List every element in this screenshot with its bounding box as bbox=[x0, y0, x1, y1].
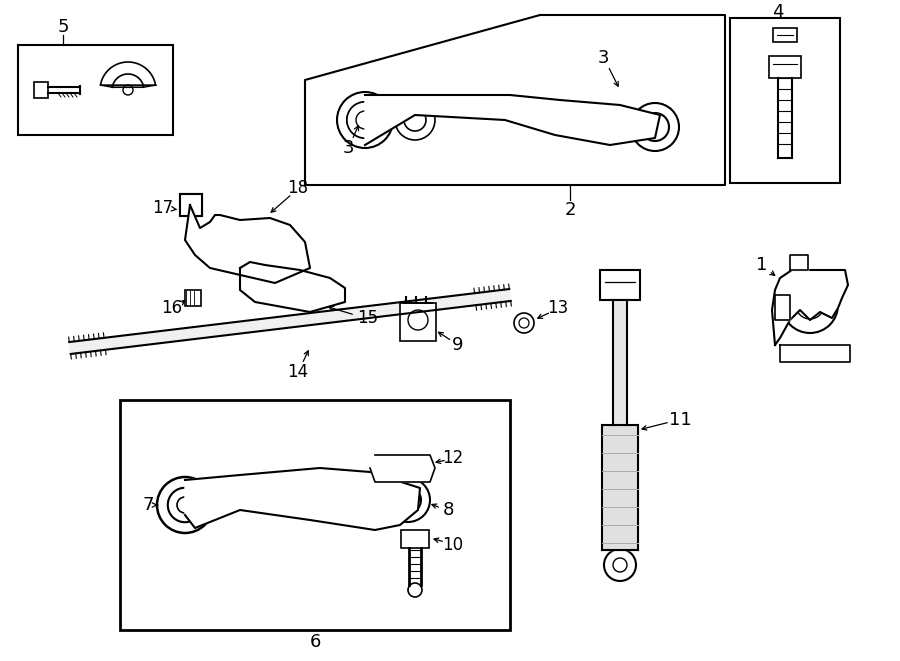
Circle shape bbox=[347, 102, 383, 138]
Text: 18: 18 bbox=[287, 179, 309, 197]
Polygon shape bbox=[185, 205, 310, 283]
Polygon shape bbox=[613, 300, 627, 425]
Circle shape bbox=[777, 302, 787, 312]
Bar bbox=[185, 290, 201, 306]
Polygon shape bbox=[775, 295, 790, 320]
Circle shape bbox=[604, 549, 636, 581]
Circle shape bbox=[245, 237, 271, 263]
Text: 3: 3 bbox=[342, 139, 354, 157]
Text: 9: 9 bbox=[452, 336, 464, 354]
Circle shape bbox=[386, 478, 430, 522]
Bar bbox=[18, 45, 173, 135]
Circle shape bbox=[395, 100, 435, 140]
Text: 14: 14 bbox=[287, 363, 309, 381]
Circle shape bbox=[641, 113, 669, 141]
Bar bbox=[120, 400, 510, 630]
Bar bbox=[180, 194, 202, 216]
Polygon shape bbox=[772, 270, 848, 345]
Circle shape bbox=[395, 487, 421, 513]
Circle shape bbox=[403, 495, 413, 505]
Polygon shape bbox=[365, 95, 660, 145]
Circle shape bbox=[347, 102, 383, 138]
Polygon shape bbox=[790, 255, 808, 270]
Text: 12: 12 bbox=[443, 449, 464, 467]
Circle shape bbox=[356, 111, 374, 129]
Bar bbox=[769, 56, 801, 78]
Text: 4: 4 bbox=[772, 3, 784, 21]
Circle shape bbox=[168, 488, 202, 522]
Text: 10: 10 bbox=[443, 536, 464, 554]
Circle shape bbox=[613, 558, 627, 572]
Bar bbox=[401, 530, 429, 548]
Polygon shape bbox=[101, 62, 156, 87]
Text: 15: 15 bbox=[357, 309, 379, 327]
Circle shape bbox=[404, 109, 426, 131]
Circle shape bbox=[177, 497, 193, 513]
Circle shape bbox=[519, 318, 529, 328]
Bar bbox=[400, 303, 436, 341]
Bar bbox=[730, 18, 840, 183]
Bar bbox=[600, 270, 640, 300]
Polygon shape bbox=[370, 455, 435, 482]
Circle shape bbox=[794, 257, 804, 267]
Circle shape bbox=[791, 346, 805, 360]
Text: 6: 6 bbox=[310, 633, 320, 651]
Polygon shape bbox=[602, 425, 638, 550]
Text: 3: 3 bbox=[598, 49, 608, 67]
Text: 11: 11 bbox=[669, 411, 691, 429]
Circle shape bbox=[823, 346, 837, 360]
Bar bbox=[180, 194, 202, 216]
Polygon shape bbox=[780, 345, 850, 362]
Polygon shape bbox=[69, 289, 510, 354]
Circle shape bbox=[420, 463, 430, 473]
Circle shape bbox=[168, 488, 202, 522]
Text: 17: 17 bbox=[152, 199, 174, 217]
Bar bbox=[773, 28, 797, 42]
Circle shape bbox=[123, 85, 133, 95]
Circle shape bbox=[796, 291, 824, 319]
Text: 2: 2 bbox=[564, 201, 576, 219]
Circle shape bbox=[337, 92, 393, 148]
Text: 8: 8 bbox=[442, 501, 454, 519]
Polygon shape bbox=[240, 262, 345, 312]
Polygon shape bbox=[185, 468, 420, 530]
Text: 7: 7 bbox=[142, 496, 154, 514]
Circle shape bbox=[782, 277, 838, 333]
Circle shape bbox=[408, 583, 422, 597]
Bar bbox=[34, 82, 48, 98]
Text: 16: 16 bbox=[161, 299, 183, 317]
Circle shape bbox=[805, 300, 815, 310]
Text: 5: 5 bbox=[58, 18, 68, 36]
Text: 1: 1 bbox=[756, 256, 768, 274]
Circle shape bbox=[377, 463, 387, 473]
Text: 13: 13 bbox=[547, 299, 569, 317]
Circle shape bbox=[408, 310, 428, 330]
Circle shape bbox=[631, 103, 679, 151]
Circle shape bbox=[514, 313, 534, 333]
Circle shape bbox=[157, 477, 213, 533]
